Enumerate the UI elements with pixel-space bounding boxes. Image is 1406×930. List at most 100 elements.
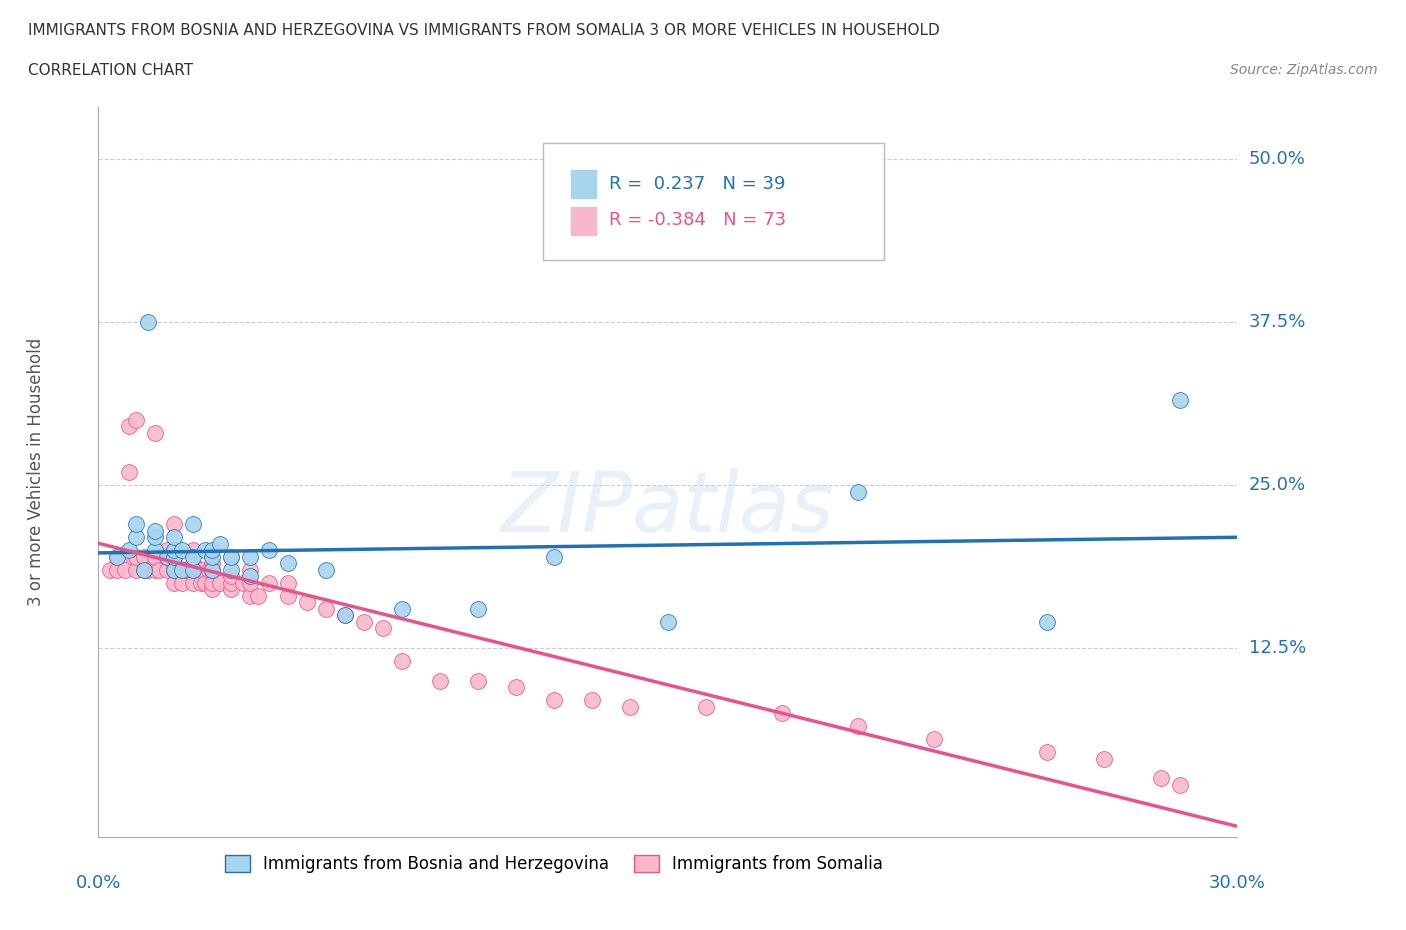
Point — [543, 693, 565, 708]
Text: IMMIGRANTS FROM BOSNIA AND HERZEGOVINA VS IMMIGRANTS FROM SOMALIA 3 OR MORE VEHI: IMMIGRANTS FROM BOSNIA AND HERZEGOVINA V… — [28, 23, 939, 38]
Point — [846, 719, 869, 734]
Point — [467, 673, 489, 688]
Point — [391, 654, 413, 669]
Bar — [571, 207, 596, 234]
Point — [170, 576, 193, 591]
Point — [335, 608, 357, 623]
Point — [163, 576, 186, 591]
Point — [297, 595, 319, 610]
Point — [429, 673, 451, 688]
Point — [239, 589, 262, 604]
Point — [183, 556, 205, 571]
Point — [163, 563, 186, 578]
Point — [125, 563, 148, 578]
Point — [163, 530, 186, 545]
Point — [145, 425, 167, 440]
Point — [1094, 751, 1116, 766]
Point — [619, 699, 641, 714]
Point — [259, 576, 281, 591]
Point — [183, 563, 205, 578]
Point — [170, 543, 193, 558]
Point — [197, 563, 219, 578]
Point — [107, 550, 129, 565]
Point — [156, 563, 179, 578]
Point — [315, 602, 337, 617]
Point — [221, 569, 243, 584]
Point — [657, 615, 679, 630]
Point — [118, 418, 141, 433]
Point — [145, 524, 167, 538]
Point — [770, 706, 793, 721]
Point — [246, 589, 269, 604]
FancyBboxPatch shape — [543, 143, 884, 260]
Point — [259, 543, 281, 558]
Point — [190, 576, 212, 591]
Point — [277, 576, 299, 591]
Point — [353, 615, 375, 630]
Point — [174, 563, 197, 578]
Point — [467, 602, 489, 617]
Point — [335, 608, 357, 623]
Point — [163, 543, 186, 558]
Point — [125, 517, 148, 532]
Point — [371, 621, 394, 636]
Point — [183, 517, 205, 532]
Point — [163, 550, 186, 565]
Point — [1036, 615, 1059, 630]
Point — [145, 543, 167, 558]
Point — [132, 563, 155, 578]
Point — [163, 550, 186, 565]
Point — [277, 589, 299, 604]
Text: Source: ZipAtlas.com: Source: ZipAtlas.com — [1230, 63, 1378, 77]
Point — [145, 530, 167, 545]
Point — [505, 680, 527, 695]
Point — [125, 412, 148, 427]
Point — [315, 563, 337, 578]
Point — [391, 602, 413, 617]
Point — [1150, 771, 1173, 786]
Point — [201, 576, 224, 591]
Point — [208, 537, 231, 551]
Point — [98, 563, 121, 578]
Point — [148, 563, 170, 578]
Point — [201, 543, 224, 558]
Point — [201, 563, 224, 578]
Point — [156, 543, 179, 558]
Text: 12.5%: 12.5% — [1249, 639, 1306, 657]
Text: R =  0.237   N = 39: R = 0.237 N = 39 — [609, 175, 785, 193]
Point — [239, 569, 262, 584]
Point — [118, 543, 141, 558]
Point — [183, 576, 205, 591]
Legend: Immigrants from Bosnia and Herzegovina, Immigrants from Somalia: Immigrants from Bosnia and Herzegovina, … — [218, 848, 890, 880]
Point — [163, 563, 186, 578]
Point — [221, 550, 243, 565]
Point — [695, 699, 717, 714]
Point — [163, 556, 186, 571]
Point — [170, 563, 193, 578]
Point — [125, 550, 148, 565]
Text: 50.0%: 50.0% — [1249, 150, 1306, 168]
Point — [114, 563, 136, 578]
Point — [221, 550, 243, 565]
Text: 30.0%: 30.0% — [1209, 873, 1265, 892]
Point — [208, 576, 231, 591]
Point — [232, 576, 254, 591]
Point — [239, 563, 262, 578]
Point — [1170, 392, 1192, 407]
Point — [156, 550, 179, 565]
Point — [136, 563, 159, 578]
Text: 0.0%: 0.0% — [76, 873, 121, 892]
Point — [136, 314, 159, 329]
Point — [846, 485, 869, 499]
Point — [132, 563, 155, 578]
Point — [201, 550, 224, 565]
Point — [221, 563, 243, 578]
Text: ZIPatlas: ZIPatlas — [501, 468, 835, 549]
Point — [145, 556, 167, 571]
Point — [118, 465, 141, 480]
Point — [125, 530, 148, 545]
Point — [170, 563, 193, 578]
Point — [132, 550, 155, 565]
Text: 25.0%: 25.0% — [1249, 476, 1306, 494]
Point — [163, 517, 186, 532]
